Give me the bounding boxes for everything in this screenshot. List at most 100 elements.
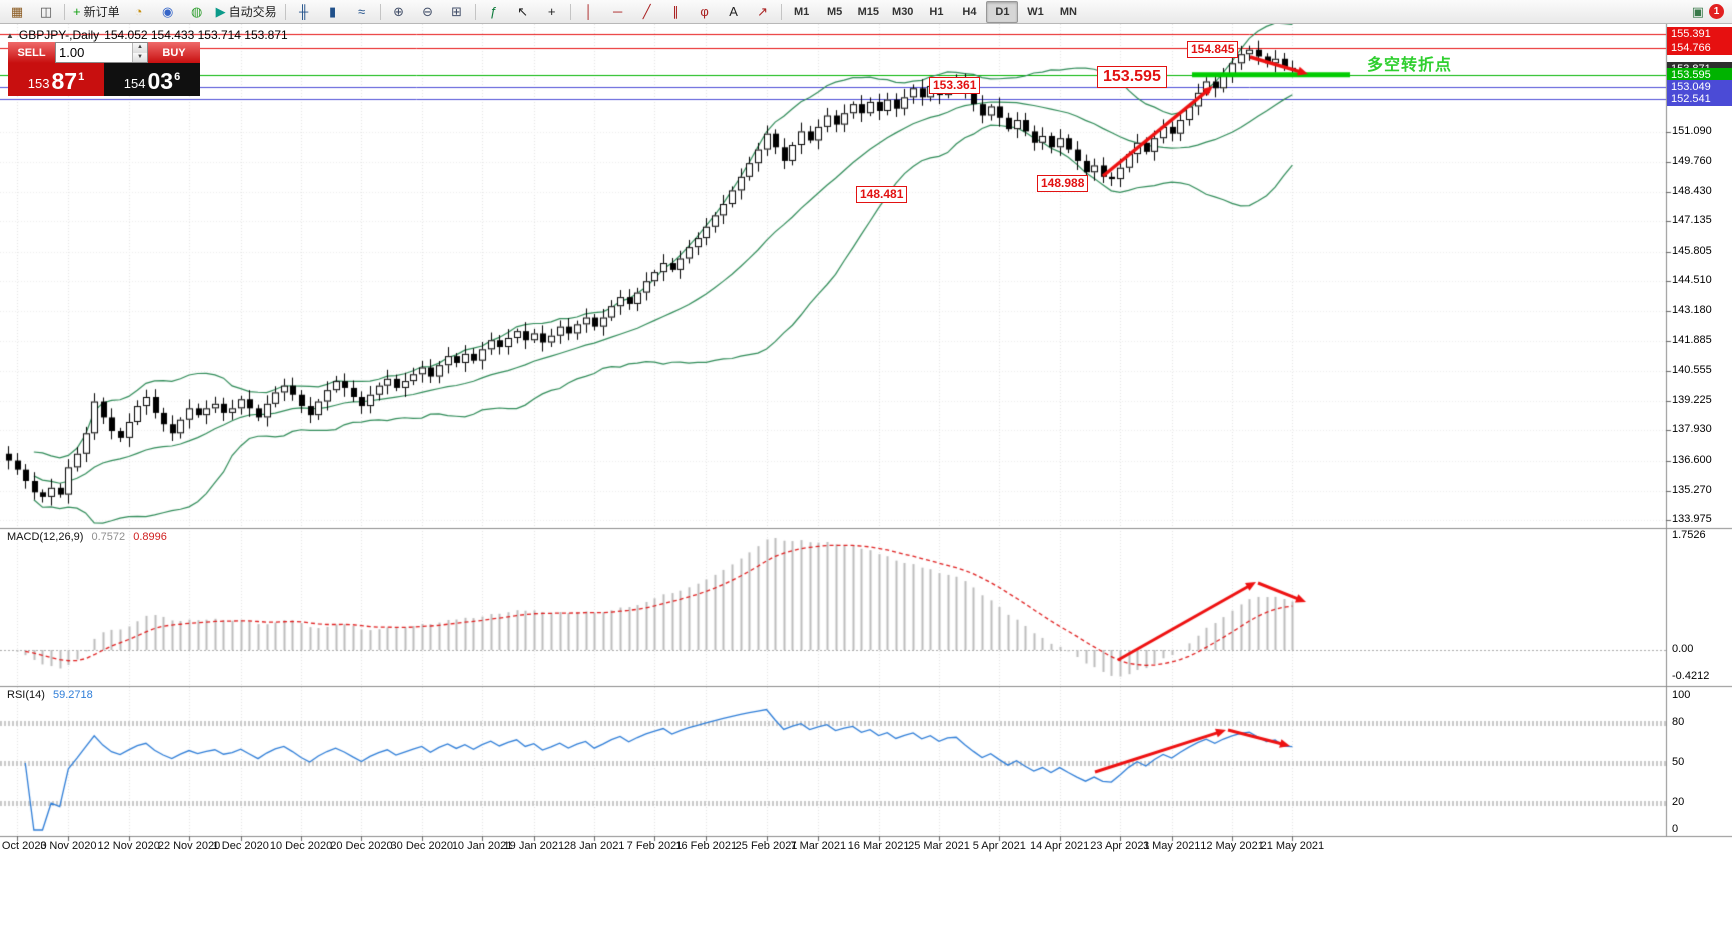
price-annotation-148.481[interactable]: 148.481 bbox=[856, 186, 908, 203]
timeframe-h4-button[interactable]: H4 bbox=[962, 5, 977, 18]
cursor-button[interactable]: ↖ bbox=[509, 1, 537, 23]
fibonacci-button[interactable]: φ bbox=[691, 1, 719, 23]
macd-axis-label: 1.7526 bbox=[1672, 529, 1706, 541]
chart-symbol-period: GBPJPY-,Daily bbox=[18, 28, 100, 42]
buy-price-sup: 6 bbox=[174, 71, 181, 83]
price-tag-152.541: 152.541 bbox=[1667, 91, 1732, 106]
chart-title: ▲ GBPJPY-,Daily 154.052 154.433 153.714 … bbox=[6, 28, 288, 42]
date-axis-label: 10 Jan 2021 bbox=[451, 840, 513, 852]
price-tag-153.049: 153.049 bbox=[1667, 80, 1732, 95]
arrow-objects-button[interactable]: ↗ bbox=[749, 1, 777, 23]
equidistant-channel-button[interactable]: ∥ bbox=[662, 1, 690, 23]
price-annotation-153.595[interactable]: 153.595 bbox=[1097, 66, 1167, 88]
indicators-icon: ƒ bbox=[490, 3, 498, 19]
rsi-indicator-label: RSI(14) 59.2718 bbox=[7, 689, 93, 701]
price-annotation-153.361[interactable]: 153.361 bbox=[929, 77, 981, 94]
rsi-name: RSI(14) bbox=[7, 689, 45, 701]
price-annotation-154.845[interactable]: 154.845 bbox=[1187, 41, 1239, 58]
candlestick-chart-button[interactable]: ▮ bbox=[319, 1, 347, 23]
profiles-button[interactable]: ◫ bbox=[32, 1, 60, 23]
text-label-button[interactable]: A bbox=[720, 1, 748, 23]
horizontal-line-button[interactable]: ─ bbox=[604, 1, 632, 23]
rsi-axis-label: 0 bbox=[1672, 823, 1679, 835]
date-axis-label: 7 Feb 2021 bbox=[626, 840, 683, 852]
sell-price-button[interactable]: 153 87 1 bbox=[8, 63, 104, 96]
trendline-button[interactable]: ╱ bbox=[633, 1, 661, 23]
macd-axis-label: -0.4212 bbox=[1672, 670, 1710, 682]
macd-axis-label: 0.00 bbox=[1672, 643, 1694, 655]
price-axis-label: 136.600 bbox=[1672, 453, 1712, 466]
equidistant-channel-icon: ∥ bbox=[672, 3, 679, 19]
price-tag-154.766: 154.766 bbox=[1667, 41, 1732, 56]
vertical-line-icon: │ bbox=[584, 3, 593, 19]
global-variables-button[interactable]: ◉ bbox=[154, 1, 182, 23]
date-axis-label: 16 Feb 2021 bbox=[675, 840, 738, 852]
chart-ohlc-values: 154.052 154.433 153.714 153.871 bbox=[104, 28, 288, 42]
zoom-out-button[interactable]: ⊖ bbox=[414, 1, 442, 23]
macd-indicator-label: MACD(12,26,9) 0.7572 0.8996 bbox=[7, 531, 167, 543]
sell-button[interactable]: SELL bbox=[8, 42, 55, 63]
auto-trading-icon: ▶ bbox=[215, 3, 226, 19]
buy-button[interactable]: BUY bbox=[148, 42, 200, 63]
price-axis-label: 147.135 bbox=[1672, 214, 1712, 227]
timeframe-mn-button[interactable]: MN bbox=[1059, 5, 1077, 18]
line-chart-button[interactable]: ≈ bbox=[348, 1, 376, 23]
price-axis-label: 143.180 bbox=[1672, 304, 1712, 317]
timeframe-d1-button[interactable]: D1 bbox=[986, 0, 1019, 23]
chart-expand-icon[interactable]: ▲ bbox=[6, 30, 14, 40]
new-order-icon: + bbox=[73, 3, 81, 19]
rsi-axis-label: 50 bbox=[1672, 756, 1685, 768]
notification-badge[interactable]: 1 bbox=[1709, 4, 1724, 19]
turning-point-annotation[interactable]: 多空转折点 bbox=[1367, 57, 1453, 74]
lot-increase-button[interactable]: ▲ bbox=[133, 43, 147, 53]
bar-chart-button[interactable]: ╫ bbox=[290, 1, 318, 23]
price-annotation-148.988[interactable]: 148.988 bbox=[1037, 175, 1089, 192]
auto-trading-label: 自动交易 bbox=[228, 5, 277, 19]
new-order-label: 新订单 bbox=[83, 5, 120, 19]
timeframe-m1-button[interactable]: M1 bbox=[793, 5, 810, 18]
date-axis-label: 3 Nov 2020 bbox=[40, 840, 97, 852]
new-chart-button[interactable]: ▦ bbox=[3, 1, 31, 23]
date-axis-label: 3 May 2021 bbox=[1142, 840, 1201, 852]
price-tag-155.391: 155.391 bbox=[1667, 27, 1732, 41]
timeframe-m15-button[interactable]: M15 bbox=[857, 5, 880, 18]
date-axis-label: 22 Nov 2020 bbox=[157, 840, 221, 852]
lot-size-box: ▲ ▼ bbox=[55, 42, 148, 63]
timeframe-m30-button[interactable]: M30 bbox=[892, 5, 914, 18]
date-axis-label: 5 Apr 2021 bbox=[972, 840, 1026, 852]
price-axis-label: 151.090 bbox=[1672, 124, 1712, 137]
timeframe-h1-button[interactable]: H1 bbox=[929, 5, 944, 18]
timeframe-m5-button[interactable]: M5 bbox=[826, 5, 843, 18]
one-click-trading-panel: SELL ▲ ▼ BUY 153 87 1 154 03 6 bbox=[8, 42, 200, 96]
lot-decrease-button[interactable]: ▼ bbox=[133, 52, 147, 62]
tile-windows-icon: ⊞ bbox=[451, 3, 463, 19]
indicators-button[interactable]: ƒ bbox=[480, 1, 508, 23]
buy-price-button[interactable]: 154 03 6 bbox=[104, 63, 200, 96]
chart-window: ▲ GBPJPY-,Daily 154.052 154.433 153.714 … bbox=[0, 24, 1732, 944]
date-axis-label: 1 Dec 2020 bbox=[212, 840, 269, 852]
price-axis-label: 149.760 bbox=[1672, 154, 1712, 167]
rsi-axis-label: 100 bbox=[1672, 689, 1691, 701]
crosshair-button[interactable]: + bbox=[538, 1, 566, 23]
tile-windows-button[interactable]: ⊞ bbox=[443, 1, 471, 23]
zoom-in-button[interactable]: ⊕ bbox=[385, 1, 413, 23]
price-axis-label: 148.430 bbox=[1672, 185, 1712, 197]
date-axis-label: 14 Apr 2021 bbox=[1029, 840, 1090, 852]
vertical-line-button[interactable]: │ bbox=[575, 1, 603, 23]
date-axis-label: 12 Nov 2020 bbox=[97, 840, 160, 852]
date-axis-label: 20 Dec 2020 bbox=[330, 840, 393, 852]
lot-size-input[interactable] bbox=[56, 43, 132, 62]
timeframe-w1-button[interactable]: W1 bbox=[1027, 5, 1044, 18]
price-chart-canvas[interactable] bbox=[0, 24, 1732, 944]
auto-trading-button[interactable]: ▶ 自动交易 bbox=[212, 1, 281, 23]
price-axis-label: 141.885 bbox=[1672, 333, 1712, 346]
toolbar-separator bbox=[780, 3, 782, 20]
price-axis-label: 133.975 bbox=[1672, 513, 1712, 526]
web-community-button[interactable]: ◍ bbox=[183, 1, 211, 23]
trendline-icon: ╱ bbox=[642, 3, 651, 19]
sell-price-small: 153 bbox=[27, 76, 50, 92]
new-order-button[interactable]: + 新订单 bbox=[69, 1, 124, 23]
history-center-button[interactable]: ◔ bbox=[125, 1, 153, 23]
buy-price-big: 03 bbox=[147, 68, 174, 94]
news-alert-icon[interactable]: ▣ bbox=[1691, 3, 1704, 19]
